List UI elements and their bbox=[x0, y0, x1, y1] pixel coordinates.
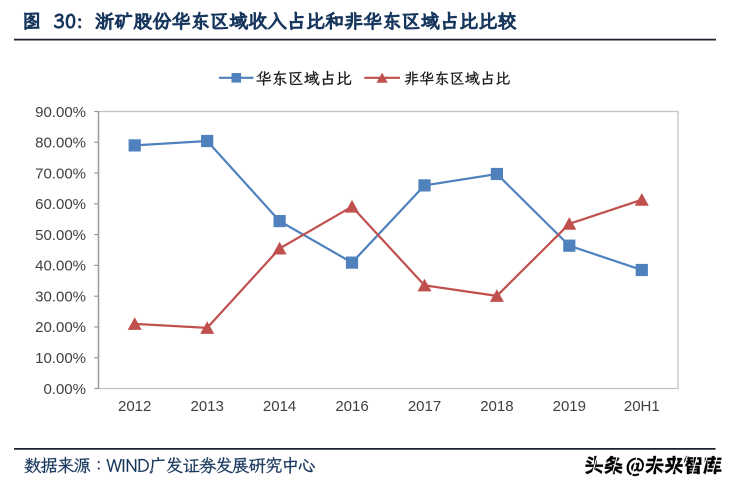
svg-text:2012: 2012 bbox=[118, 398, 151, 415]
svg-text:20H1: 20H1 bbox=[624, 398, 660, 415]
svg-text:20.00%: 20.00% bbox=[35, 319, 86, 336]
svg-text:40.00%: 40.00% bbox=[35, 258, 86, 275]
svg-text:2014: 2014 bbox=[263, 398, 296, 415]
svg-text:30.00%: 30.00% bbox=[35, 289, 86, 306]
svg-text:60.00%: 60.00% bbox=[35, 196, 86, 213]
svg-text:50.00%: 50.00% bbox=[35, 227, 86, 244]
svg-text:2018: 2018 bbox=[480, 398, 513, 415]
svg-text:10.00%: 10.00% bbox=[35, 350, 86, 367]
svg-text:2016: 2016 bbox=[335, 398, 368, 415]
svg-text:70.00%: 70.00% bbox=[35, 165, 86, 182]
svg-text:90.00%: 90.00% bbox=[35, 104, 86, 121]
svg-text:2013: 2013 bbox=[191, 398, 224, 415]
svg-text:0.00%: 0.00% bbox=[43, 381, 86, 398]
svg-text:80.00%: 80.00% bbox=[35, 135, 86, 152]
svg-text:2017: 2017 bbox=[408, 398, 441, 415]
svg-text:2019: 2019 bbox=[553, 398, 586, 415]
